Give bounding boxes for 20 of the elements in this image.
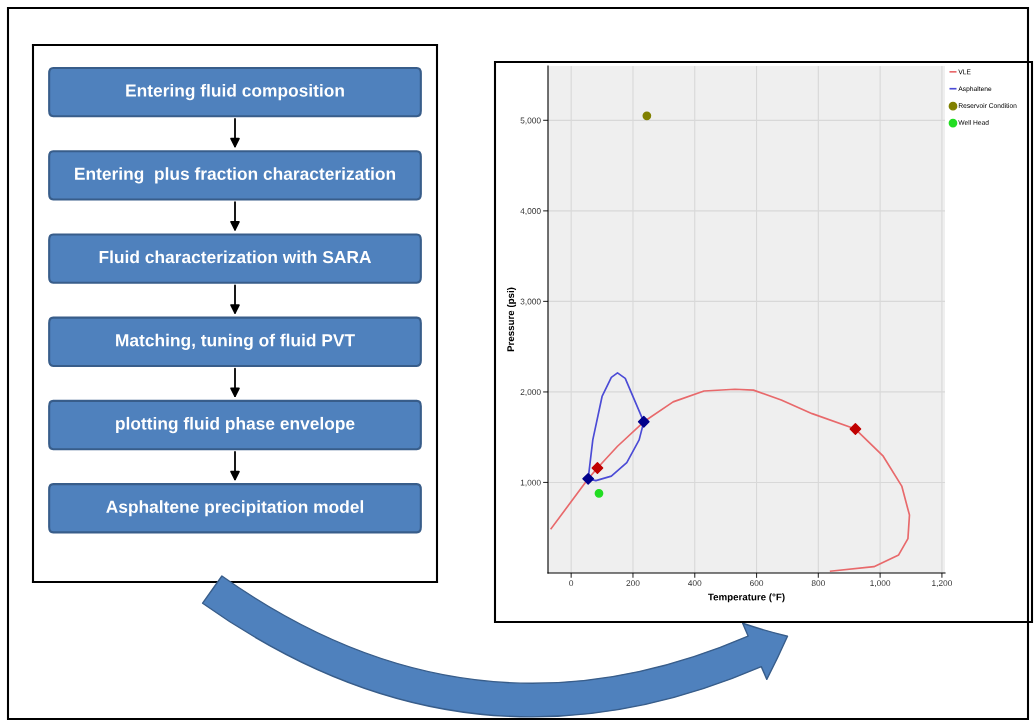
y-axis-title: Pressure (psi) [506,287,517,352]
x-tick-label: 200 [626,580,640,587]
x-tick-label: 1,000 [870,580,891,588]
text: plotting fluid phase envelope [116,416,355,434]
x-tick-label: 1,200 [932,580,953,588]
text: Asphaltene precipitation model [106,500,364,517]
x-tick-label: 400 [687,580,702,587]
text: Matching, tuning of fluid PVT [116,333,355,350]
y-tick-label: 5,000 [520,117,541,125]
text: Entering plus fraction characterization [75,167,396,184]
x-tick-label: 0 [569,580,574,587]
x-tick-label: 800 [811,580,825,587]
x-axis-title: Temperature (°F) [708,593,785,603]
text: Fluid characterization with SARA [99,250,372,264]
x-tick-label: 600 [750,580,764,587]
y-tick-label: 2,000 [520,389,541,397]
y-tick-label: 3,000 [520,298,541,306]
y-tick-label: 1,000 [520,479,541,487]
y-tick-label: 4,000 [520,208,541,215]
text: Entering fluid composition [126,83,344,101]
